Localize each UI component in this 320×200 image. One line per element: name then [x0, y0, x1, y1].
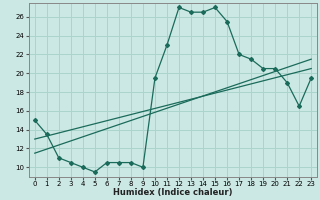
X-axis label: Humidex (Indice chaleur): Humidex (Indice chaleur) — [113, 188, 233, 197]
